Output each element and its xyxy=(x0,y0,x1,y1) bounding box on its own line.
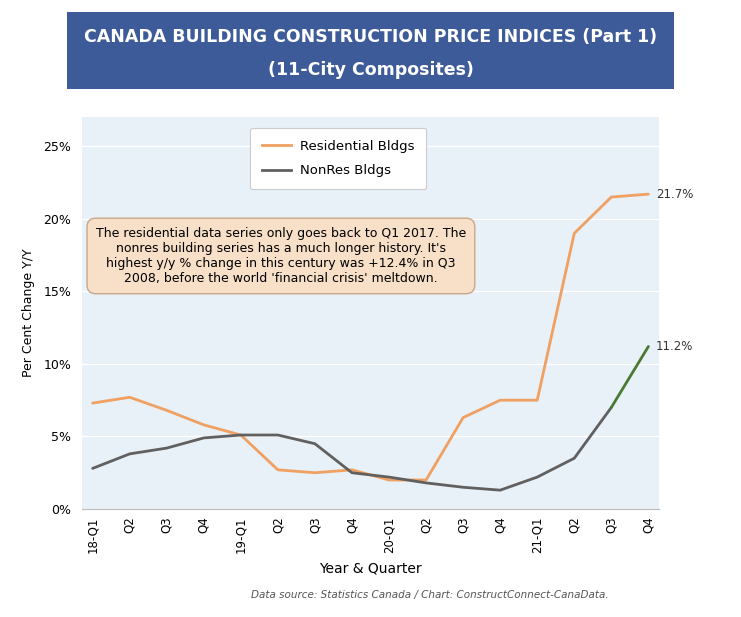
Text: 11.2%: 11.2% xyxy=(656,340,693,353)
Text: The residential data series only goes back to Q1 2017. The
nonres building serie: The residential data series only goes ba… xyxy=(96,227,466,285)
Text: (11-City Composites): (11-City Composites) xyxy=(268,61,473,79)
Text: CANADA BUILDING CONSTRUCTION PRICE INDICES (Part 1): CANADA BUILDING CONSTRUCTION PRICE INDIC… xyxy=(84,28,657,46)
Legend: Residential Bldgs, NonRes Bldgs: Residential Bldgs, NonRes Bldgs xyxy=(250,128,427,189)
Text: 21.7%: 21.7% xyxy=(656,188,693,201)
X-axis label: Year & Quarter: Year & Quarter xyxy=(319,561,422,576)
Text: Data source: Statistics Canada / Chart: ConstructConnect-CanaData.: Data source: Statistics Canada / Chart: … xyxy=(251,590,608,600)
Y-axis label: Per Cent Change Y/Y: Per Cent Change Y/Y xyxy=(22,249,35,378)
